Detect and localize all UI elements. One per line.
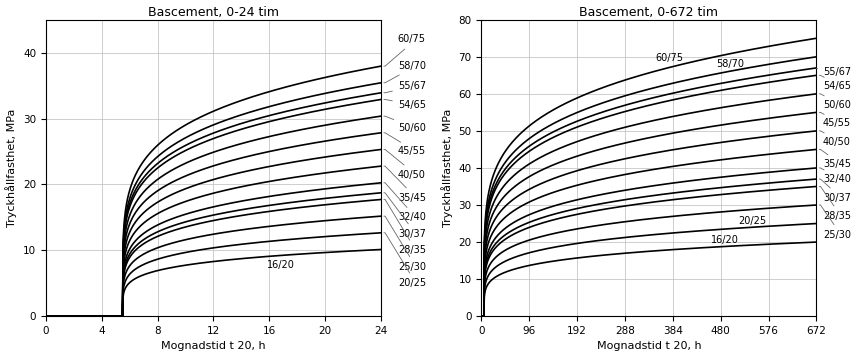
Text: 50/60: 50/60 [819, 94, 851, 110]
Y-axis label: Tryckhållfasthet, MPa: Tryckhållfasthet, MPa [441, 109, 453, 227]
Text: 32/40: 32/40 [819, 168, 851, 184]
Text: 25/30: 25/30 [819, 205, 851, 240]
Text: 60/75: 60/75 [656, 53, 684, 63]
Text: 55/67: 55/67 [383, 81, 426, 93]
Text: 45/55: 45/55 [819, 112, 851, 129]
Text: 58/70: 58/70 [716, 59, 744, 69]
Text: 25/30: 25/30 [383, 216, 425, 272]
Text: 40/50: 40/50 [819, 131, 851, 147]
Text: 55/67: 55/67 [817, 67, 851, 77]
Text: 58/70: 58/70 [383, 61, 425, 83]
Text: 30/37: 30/37 [383, 193, 425, 239]
Text: 54/65: 54/65 [383, 100, 425, 110]
Text: 16/20: 16/20 [710, 235, 739, 245]
Y-axis label: Tryckhållfasthet, MPa: Tryckhållfasthet, MPa [5, 109, 17, 227]
Text: 28/35: 28/35 [383, 200, 425, 255]
Text: 16/20: 16/20 [266, 260, 294, 270]
X-axis label: Mognadstid t 20, h: Mognadstid t 20, h [161, 341, 265, 351]
Title: Bascement, 0-672 tim: Bascement, 0-672 tim [580, 6, 718, 19]
Text: 54/65: 54/65 [819, 75, 851, 91]
Text: 28/35: 28/35 [819, 186, 851, 221]
Text: 40/50: 40/50 [383, 150, 425, 180]
Text: 20/25: 20/25 [383, 233, 426, 288]
Text: 45/55: 45/55 [383, 133, 426, 156]
Text: 60/75: 60/75 [383, 35, 425, 66]
Text: 32/40: 32/40 [383, 183, 425, 222]
Text: 35/45: 35/45 [383, 166, 425, 202]
Text: 20/25: 20/25 [738, 216, 766, 226]
Title: Bascement, 0-24 tim: Bascement, 0-24 tim [148, 6, 279, 19]
X-axis label: Mognadstid t 20, h: Mognadstid t 20, h [597, 341, 701, 351]
Text: 35/45: 35/45 [819, 150, 851, 169]
Text: 30/37: 30/37 [819, 179, 851, 202]
Text: 50/60: 50/60 [383, 116, 425, 134]
